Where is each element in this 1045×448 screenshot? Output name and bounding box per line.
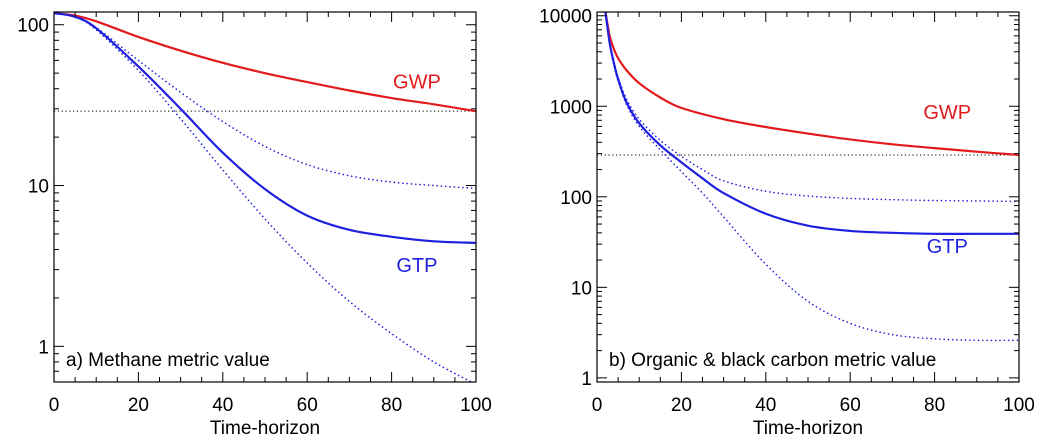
series-group bbox=[604, 12, 1019, 342]
panel-carbon: 0 20 40 60 80 100 1 10 100 1000 10000 Time-horizon G… bbox=[539, 7, 1035, 439]
series-gwp-solid-line bbox=[604, 12, 1019, 157]
x-tick-label: 100 bbox=[1003, 395, 1035, 416]
y-tick-label: 1 bbox=[38, 337, 49, 358]
annotation-gwp: GWP bbox=[923, 102, 971, 124]
x-tick-label: 20 bbox=[128, 395, 149, 416]
panel-label: b) Organic & black carbon metric value bbox=[609, 350, 936, 371]
x-tick-label: 100 bbox=[460, 395, 492, 416]
series-gtp-dotted-line bbox=[54, 12, 474, 382]
y-tick-label: 10 bbox=[571, 278, 592, 299]
x-tick-label: 0 bbox=[592, 395, 603, 416]
series-gtp-solid-line bbox=[604, 12, 1019, 235]
y-tick-label: 1000 bbox=[550, 97, 592, 118]
y-tick-label: 10 bbox=[28, 177, 49, 198]
x-tick-label: 0 bbox=[49, 395, 60, 416]
x-tick-label: 80 bbox=[924, 395, 945, 416]
panel-label: a) Methane metric value bbox=[66, 350, 270, 371]
x-tick-label: 40 bbox=[755, 395, 776, 416]
series-gtp-solid-line bbox=[54, 12, 476, 244]
series-gtp-dotted-line bbox=[604, 12, 1019, 342]
x-tick-label: 60 bbox=[297, 395, 318, 416]
plot-frame bbox=[596, 11, 1020, 383]
annotation-gwp: GWP bbox=[393, 72, 441, 94]
y-tick-label: 100 bbox=[560, 188, 592, 209]
x-axis-title: Time-horizon bbox=[210, 418, 320, 439]
annotation-gtp: GTP bbox=[927, 236, 968, 258]
x-tick-label: 20 bbox=[671, 395, 692, 416]
y-tick-label: 100 bbox=[17, 16, 49, 37]
x-tick-label: 40 bbox=[212, 395, 233, 416]
x-tick-label: 60 bbox=[840, 395, 861, 416]
annotation-gtp: GTP bbox=[396, 255, 437, 277]
series-gwp-solid-line bbox=[54, 12, 476, 113]
x-tick-label: 80 bbox=[381, 395, 402, 416]
x-axis-title: Time-horizon bbox=[753, 418, 863, 439]
panel-methane: 0 20 40 60 80 100 1 10 100 Time-horizon GWP GTP a) M… bbox=[17, 11, 492, 439]
plot-frame bbox=[53, 11, 477, 383]
series-group bbox=[54, 12, 476, 382]
y-tick-label: 10000 bbox=[539, 7, 592, 28]
y-tick-label: 1 bbox=[581, 369, 592, 390]
